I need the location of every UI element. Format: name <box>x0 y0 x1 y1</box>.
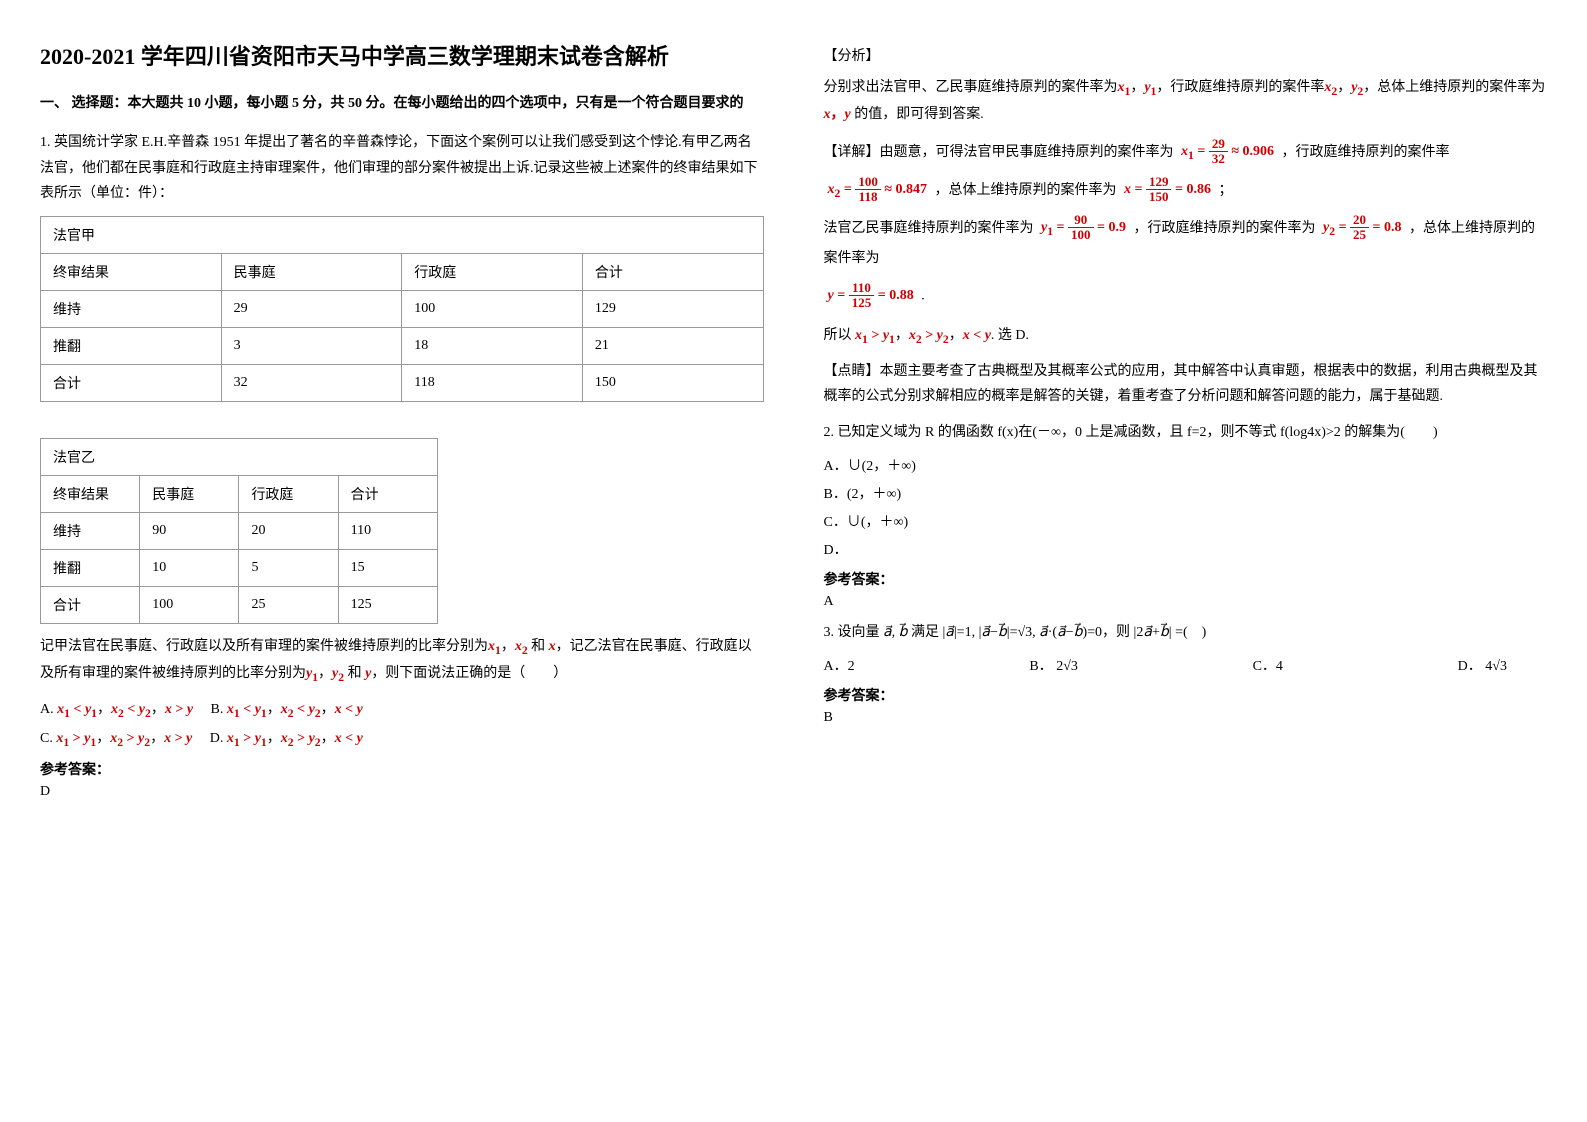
q2-opt-b: B．(2，＋∞) <box>824 483 1548 503</box>
q1-options-ab: A. x1 < y1，x2 < y2，x > y B. x1 < y1，x2 <… <box>40 698 764 720</box>
t2-r0c3: 110 <box>338 512 437 549</box>
t2-r2c3: 125 <box>338 586 437 623</box>
t1-r2c3: 150 <box>582 364 763 401</box>
t1-r1c0: 推翻 <box>41 327 222 364</box>
t1-h2: 行政庭 <box>402 253 583 290</box>
q3-opt-a: A．2 <box>824 655 855 675</box>
t2-r2c1: 100 <box>140 586 239 623</box>
t1-r1c1: 3 <box>221 327 402 364</box>
q1-pt1: 记甲法官在民事庭、行政庭以及所有审理的案件被维持原判的比率分别为 <box>40 639 488 654</box>
t2-r0c1: 90 <box>140 512 239 549</box>
t2-r1c3: 15 <box>338 549 437 586</box>
t1-h0: 终审结果 <box>41 253 222 290</box>
t2-r0c0: 维持 <box>41 512 140 549</box>
q1-detail-1: 【详解】由题意，可得法官甲民事庭维持原判的案件率为 x1 = 2932 ≈ 0.… <box>824 137 1548 169</box>
q2-text: 2. 已知定义域为 R 的偶函数 f(x)在(－∞，0 上是减函数，且 f=2，… <box>824 420 1548 445</box>
q1-analysis-label: 【分析】 <box>824 45 1548 65</box>
t1-r0c2: 100 <box>402 290 583 327</box>
page-title: 2020-2021 学年四川省资阳市天马中学高三数学理期末试卷含解析 <box>40 40 764 73</box>
q2-opt-a: A．∪(2，＋∞) <box>824 455 1548 475</box>
t2-r1c0: 推翻 <box>41 549 140 586</box>
right-column: 【分析】 分别求出法官甲、乙民事庭维持原判的案件率为x1，y1，行政庭维持原判的… <box>824 40 1548 800</box>
t2-r1c2: 5 <box>239 549 338 586</box>
q1-detail-2: x2 = 100118 ≈ 0.847 ，总体上维持原判的案件率为 x = 12… <box>824 175 1548 207</box>
q3-opt-c: C．4 <box>1253 655 1283 675</box>
q1-answer-label: 参考答案： <box>40 759 764 779</box>
q3-opt-b: B． 2√3 <box>1029 655 1078 675</box>
t2-h3: 合计 <box>338 475 437 512</box>
t1-h3: 合计 <box>582 253 763 290</box>
q3-opt-d: D． 4√3 <box>1458 655 1507 675</box>
q3-answer-label: 参考答案： <box>824 685 1548 705</box>
table1-caption: 法官甲 <box>41 216 764 253</box>
t1-r0c3: 129 <box>582 290 763 327</box>
t2-h2: 行政庭 <box>239 475 338 512</box>
t2-r1c1: 10 <box>140 549 239 586</box>
q1-conclusion: 所以 x1 > y1，x2 > y2，x < y. 选 D. <box>824 323 1548 350</box>
q1-analysis-text: 分别求出法官甲、乙民事庭维持原判的案件率为x1，y1，行政庭维持原判的案件率x2… <box>824 75 1548 127</box>
t2-r2c2: 25 <box>239 586 338 623</box>
t1-r2c1: 32 <box>221 364 402 401</box>
t1-h1: 民事庭 <box>221 253 402 290</box>
q3-answer: B <box>824 710 1548 726</box>
q1-pt3: ，则下面说法正确的是（ ） <box>371 666 567 681</box>
q1-detail-3: 法官乙民事庭维持原判的案件率为 y1 = 90100 = 0.9 ，行政庭维持原… <box>824 213 1548 276</box>
q2-answer: A <box>824 594 1548 610</box>
q1-comment: 【点睛】本题主要考查了古典概型及其概率公式的应用，其中解答中认真审题，根据表中的… <box>824 359 1548 409</box>
q1-options-cd: C. x1 > y1，x2 > y2，x > y D. x1 > y1，x2 >… <box>40 727 764 749</box>
q1-answer: D <box>40 784 764 800</box>
q1-table-2: 法官乙 终审结果 民事庭 行政庭 合计 维持 90 20 110 推翻 10 5… <box>40 438 438 624</box>
q1-post-text: 记甲法官在民事庭、行政庭以及所有审理的案件被维持原判的比率分别为x1，x2 和 … <box>40 634 764 688</box>
t1-r0c0: 维持 <box>41 290 222 327</box>
t2-h0: 终审结果 <box>41 475 140 512</box>
t1-r0c1: 29 <box>221 290 402 327</box>
q2-answer-label: 参考答案： <box>824 569 1548 589</box>
table2-caption: 法官乙 <box>41 438 438 475</box>
left-column: 2020-2021 学年四川省资阳市天马中学高三数学理期末试卷含解析 一、 选择… <box>40 40 764 800</box>
t2-r0c2: 20 <box>239 512 338 549</box>
q1-text: 1. 英国统计学家 E.H.辛普森 1951 年提出了著名的辛普森悖论，下面这个… <box>40 130 764 206</box>
q3-text: 3. 设向量 a⃗, b⃗ 满足 |a⃗|=1, |a⃗−b⃗|=√3, a⃗·… <box>824 620 1548 645</box>
q2-opt-d: D． <box>824 539 1548 559</box>
t1-r2c2: 118 <box>402 364 583 401</box>
t1-r2c0: 合计 <box>41 364 222 401</box>
q1-table-1: 法官甲 终审结果 民事庭 行政庭 合计 维持 29 100 129 推翻 3 1… <box>40 216 764 402</box>
t2-r2c0: 合计 <box>41 586 140 623</box>
t1-r1c3: 21 <box>582 327 763 364</box>
q1-detail-4: y = 110125 = 0.88 . <box>824 281 1548 312</box>
q2-opt-c: C．∪(，＋∞) <box>824 511 1548 531</box>
q3-options: A．2 B． 2√3 C．4 D． 4√3 <box>824 655 1548 675</box>
t2-h1: 民事庭 <box>140 475 239 512</box>
section-1-title: 一、 选择题：本大题共 10 小题，每小题 5 分，共 50 分。在每小题给出的… <box>40 93 764 115</box>
t1-r1c2: 18 <box>402 327 583 364</box>
